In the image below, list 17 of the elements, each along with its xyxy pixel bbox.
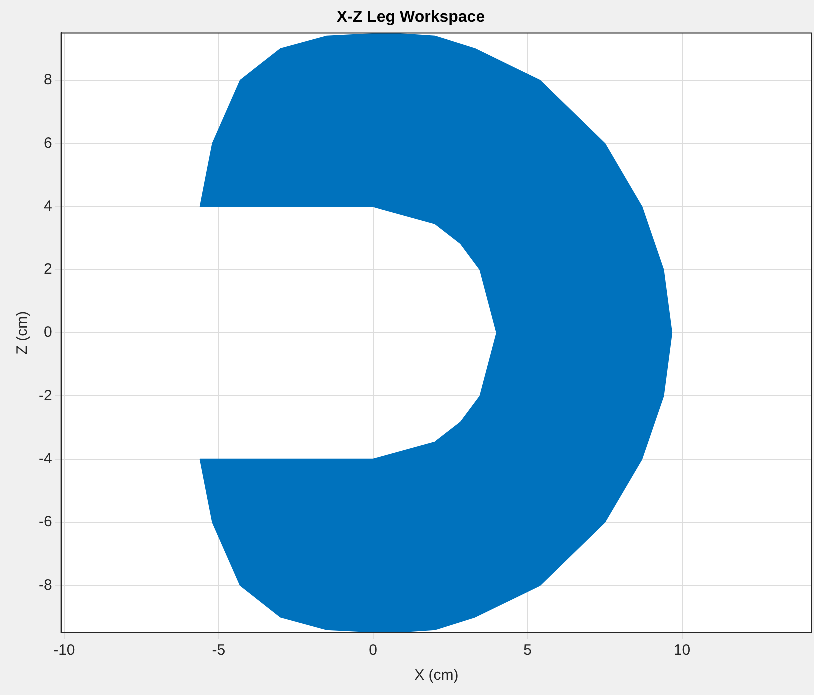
y-tick-label: -8 — [38, 576, 52, 594]
y-tick-label: -2 — [38, 387, 52, 404]
x-tick-label: 10 — [674, 642, 691, 660]
y-tick-label: 2 — [44, 261, 52, 278]
x-tick-label: -10 — [54, 642, 76, 660]
y-tick-label: 4 — [44, 198, 52, 215]
x-tick-label: -5 — [212, 642, 226, 660]
x-axis-title: X (cm) — [414, 667, 459, 684]
chart-title: X-Z Leg Workspace — [336, 9, 486, 26]
y-tick-label: 6 — [44, 134, 52, 152]
x-tick-label: 0 — [369, 642, 378, 660]
y-axis-title: Z (cm) — [14, 311, 32, 355]
y-tick-label: 8 — [44, 72, 52, 89]
y-tick-label: -6 — [38, 514, 52, 531]
y-tick-label: 0 — [44, 324, 52, 342]
y-tick-label: -4 — [38, 450, 52, 468]
x-tick-label: 5 — [524, 642, 532, 660]
